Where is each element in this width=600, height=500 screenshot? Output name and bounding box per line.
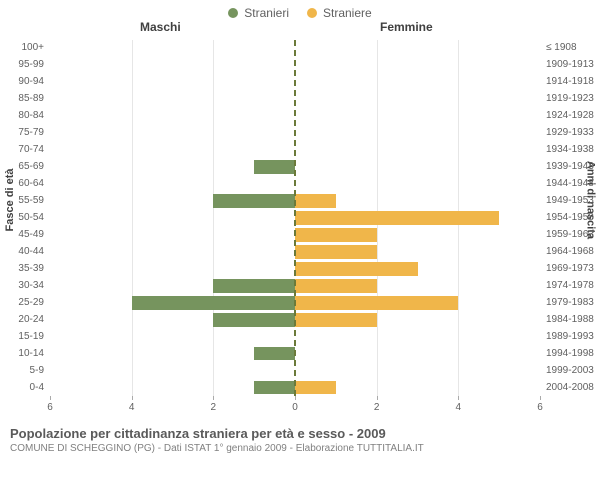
birth-year-label: 1954-1958 xyxy=(546,212,594,223)
age-label: 0-4 xyxy=(30,382,44,393)
bar-female xyxy=(295,296,458,310)
caption-subtitle: COMUNE DI SCHEGGINO (PG) - Dati ISTAT 1°… xyxy=(10,443,590,454)
bar-male xyxy=(254,381,295,395)
x-tick-label: 2 xyxy=(211,402,217,413)
age-label: 40-44 xyxy=(18,246,44,257)
birth-year-label: 1959-1963 xyxy=(546,229,594,240)
age-label: 30-34 xyxy=(18,280,44,291)
bar-male xyxy=(213,279,295,293)
age-label: 50-54 xyxy=(18,212,44,223)
x-tick-mark xyxy=(540,396,541,400)
y-axis-title-left: Fasce di età xyxy=(4,169,16,232)
x-tick-mark xyxy=(458,396,459,400)
birth-year-label: 1994-1998 xyxy=(546,348,594,359)
age-label: 15-19 xyxy=(18,331,44,342)
age-label: 20-24 xyxy=(18,314,44,325)
x-tick-label: 4 xyxy=(129,402,135,413)
age-label: 60-64 xyxy=(18,178,44,189)
x-tick-label: 2 xyxy=(374,402,380,413)
birth-year-label: 1939-1943 xyxy=(546,161,594,172)
x-tick-mark xyxy=(132,396,133,400)
caption-title: Popolazione per cittadinanza straniera p… xyxy=(10,426,590,441)
birth-year-label: 1989-1993 xyxy=(546,331,594,342)
birth-year-label: 1969-1973 xyxy=(546,263,594,274)
age-label: 25-29 xyxy=(18,297,44,308)
x-tick-label: 0 xyxy=(292,402,298,413)
age-label: 65-69 xyxy=(18,161,44,172)
x-tick-mark xyxy=(213,396,214,400)
chart-area: 100+≤ 190895-991909-191390-941914-191885… xyxy=(50,40,540,420)
header-male: Maschi xyxy=(140,20,181,34)
age-label: 80-84 xyxy=(18,110,44,121)
bar-male xyxy=(132,296,295,310)
legend-item-female: Straniere xyxy=(307,6,372,20)
age-label: 70-74 xyxy=(18,144,44,155)
legend-label-female: Straniere xyxy=(323,6,372,20)
age-label: 10-14 xyxy=(18,348,44,359)
legend-item-male: Stranieri xyxy=(228,6,289,20)
bar-female xyxy=(295,381,336,395)
age-label: 95-99 xyxy=(18,59,44,70)
bar-female xyxy=(295,262,418,276)
age-label: 45-49 xyxy=(18,229,44,240)
birth-year-label: 1924-1928 xyxy=(546,110,594,121)
birth-year-label: 1949-1953 xyxy=(546,195,594,206)
header-female: Femmine xyxy=(380,20,433,34)
birth-year-label: 1914-1918 xyxy=(546,76,594,87)
x-tick-mark xyxy=(50,396,51,400)
age-label: 100+ xyxy=(21,42,44,53)
bar-female xyxy=(295,228,377,242)
caption: Popolazione per cittadinanza straniera p… xyxy=(0,420,600,454)
age-label: 90-94 xyxy=(18,76,44,87)
bar-female xyxy=(295,279,377,293)
x-tick-label: 6 xyxy=(47,402,53,413)
birth-year-label: 1934-1938 xyxy=(546,144,594,155)
age-label: 35-39 xyxy=(18,263,44,274)
legend: Stranieri Straniere xyxy=(0,0,600,20)
age-label: 55-59 xyxy=(18,195,44,206)
birth-year-label: 1909-1913 xyxy=(546,59,594,70)
birth-year-label: 1999-2003 xyxy=(546,365,594,376)
birth-year-label: 1919-1923 xyxy=(546,93,594,104)
legend-dot-male xyxy=(228,8,238,18)
x-tick-label: 4 xyxy=(456,402,462,413)
bar-female xyxy=(295,211,499,225)
birth-year-label: 1944-1948 xyxy=(546,178,594,189)
bar-female xyxy=(295,245,377,259)
birth-year-label: ≤ 1908 xyxy=(546,42,577,53)
age-label: 5-9 xyxy=(30,365,44,376)
birth-year-label: 1979-1983 xyxy=(546,297,594,308)
x-tick-label: 6 xyxy=(537,402,543,413)
bar-female xyxy=(295,313,377,327)
legend-dot-female xyxy=(307,8,317,18)
bar-male xyxy=(213,313,295,327)
birth-year-label: 1974-1978 xyxy=(546,280,594,291)
bar-female xyxy=(295,194,336,208)
birth-year-label: 1929-1933 xyxy=(546,127,594,138)
birth-year-label: 2004-2008 xyxy=(546,382,594,393)
bar-male xyxy=(254,160,295,174)
legend-label-male: Stranieri xyxy=(244,6,289,20)
age-label: 85-89 xyxy=(18,93,44,104)
center-line xyxy=(294,40,296,396)
birth-year-label: 1964-1968 xyxy=(546,246,594,257)
age-label: 75-79 xyxy=(18,127,44,138)
x-tick-mark xyxy=(377,396,378,400)
x-tick-mark xyxy=(295,396,296,400)
bar-male xyxy=(254,347,295,361)
bar-male xyxy=(213,194,295,208)
column-headers: Maschi Femmine xyxy=(0,20,600,40)
x-axis-ticks: 6 4 2 0 2 4 6 xyxy=(50,396,540,420)
birth-year-label: 1984-1988 xyxy=(546,314,594,325)
